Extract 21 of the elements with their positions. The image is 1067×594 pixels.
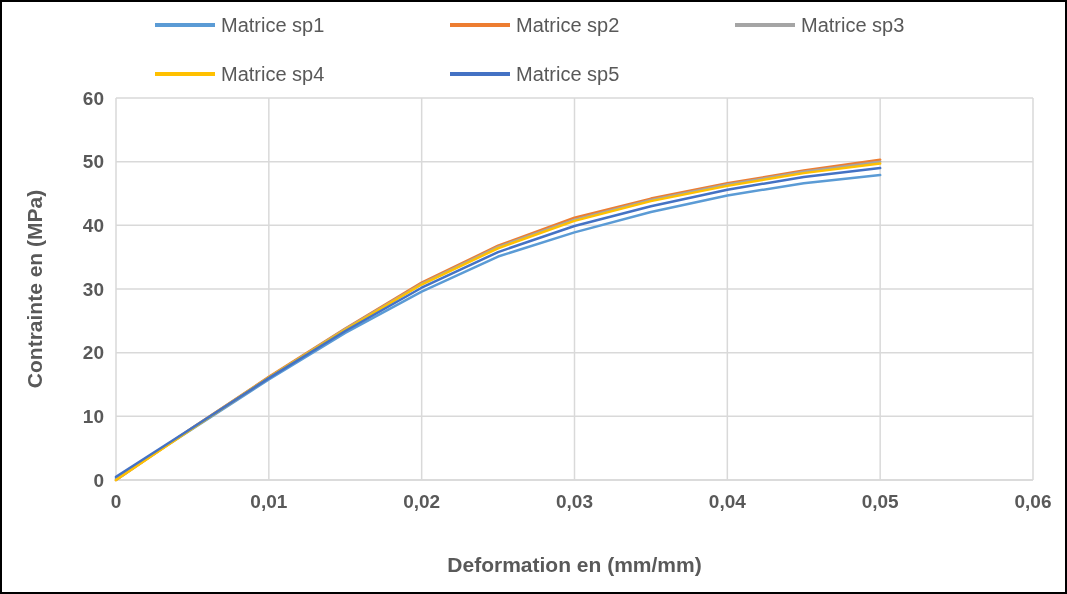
x-tick-label: 0,06 — [1014, 491, 1052, 512]
x-tick-label: 0,01 — [250, 491, 288, 512]
x-axis-title: Deformation en (mm/mm) — [447, 553, 702, 576]
legend-label: Matrice sp4 — [221, 63, 325, 85]
x-tick-label: 0,04 — [708, 491, 747, 512]
y-tick-label: 40 — [82, 214, 104, 236]
legend-label: Matrice sp5 — [516, 63, 620, 85]
y-tick-label: 10 — [82, 405, 104, 427]
x-tick-label: 0,02 — [403, 491, 441, 512]
legend-label: Matrice sp3 — [801, 14, 905, 36]
x-tick-label: 0,05 — [861, 491, 900, 512]
x-tick-label: 0 — [110, 491, 122, 512]
y-axis-title: Contrainte en (MPa) — [23, 189, 46, 389]
x-tick-label: 0,03 — [556, 491, 593, 512]
legend-label: Matrice sp1 — [221, 14, 325, 36]
y-tick-label: 0 — [93, 469, 104, 491]
y-tick-label: 20 — [82, 342, 104, 364]
legend-label: Matrice sp2 — [516, 14, 620, 36]
y-tick-label: 50 — [82, 151, 104, 173]
y-tick-label: 30 — [82, 278, 104, 300]
y-tick-label: 60 — [82, 87, 104, 109]
